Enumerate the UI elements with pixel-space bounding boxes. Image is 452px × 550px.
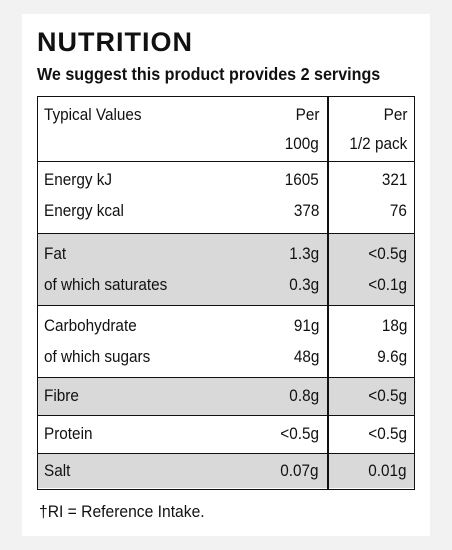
row-value-perhalf: <0.5g xyxy=(368,244,407,263)
group-energy: Energy kJ 1605 321 Energy kcal 378 76 xyxy=(38,161,414,233)
row-value-perhalf: 0.01g xyxy=(368,461,407,480)
row-value-per100: 0.07g xyxy=(280,461,319,480)
row-label: of which saturates xyxy=(44,275,168,294)
servings-note: We suggest this product provides 2 servi… xyxy=(37,64,381,84)
nutrition-table: Typical Values Per 100g Per 1/2 pack Ene… xyxy=(37,96,415,490)
row-value-perhalf: <0.5g xyxy=(368,424,407,443)
header-col1-line1: Per xyxy=(295,105,319,124)
row-value-per100: 1605 xyxy=(284,170,319,189)
nutrition-panel: NUTRITION We suggest this product provid… xyxy=(22,14,430,536)
header-col1-line2: 100g xyxy=(284,134,319,153)
row-value-per100: 91g xyxy=(293,316,319,335)
row-value-perhalf: <0.1g xyxy=(368,275,407,294)
row-value-perhalf: 321 xyxy=(381,170,407,189)
row-label: Fat xyxy=(44,244,67,263)
row-value-per100: 378 xyxy=(293,201,319,220)
row-label: Energy kJ xyxy=(44,170,113,189)
row-label: Salt xyxy=(44,461,71,480)
row-label: Energy kcal xyxy=(44,201,124,220)
row-value-perhalf: 18g xyxy=(381,316,407,335)
column-divider xyxy=(327,97,329,489)
group-fat: Fat 1.3g <0.5g of which saturates 0.3g <… xyxy=(38,233,414,305)
header-typical-values: Typical Values xyxy=(44,105,142,124)
header-col2-line2: 1/2 pack xyxy=(349,134,407,153)
row-value-per100: 0.3g xyxy=(289,275,319,294)
row-value-per100: 1.3g xyxy=(289,244,319,263)
group-protein: Protein <0.5g <0.5g xyxy=(38,415,414,453)
row-label: Protein xyxy=(44,424,93,443)
row-label: Carbohydrate xyxy=(44,316,137,335)
row-value-per100: 48g xyxy=(293,347,319,366)
page-title: NUTRITION xyxy=(37,27,193,57)
row-value-per100: <0.5g xyxy=(280,424,319,443)
header-col2-line1: Per xyxy=(383,105,407,124)
row-label: Fibre xyxy=(44,386,79,405)
row-label: of which sugars xyxy=(44,347,151,366)
group-salt: Salt 0.07g 0.01g xyxy=(38,453,414,488)
row-value-per100: 0.8g xyxy=(289,386,319,405)
footnote: †RI = Reference Intake. xyxy=(39,502,205,521)
group-carbohydrate: Carbohydrate 91g 18g of which sugars 48g… xyxy=(38,305,414,377)
group-fibre: Fibre 0.8g <0.5g xyxy=(38,377,414,415)
row-value-perhalf: 76 xyxy=(389,201,407,220)
row-value-perhalf: 9.6g xyxy=(377,347,407,366)
table-header: Typical Values Per 100g Per 1/2 pack xyxy=(38,97,414,161)
row-value-perhalf: <0.5g xyxy=(368,386,407,405)
